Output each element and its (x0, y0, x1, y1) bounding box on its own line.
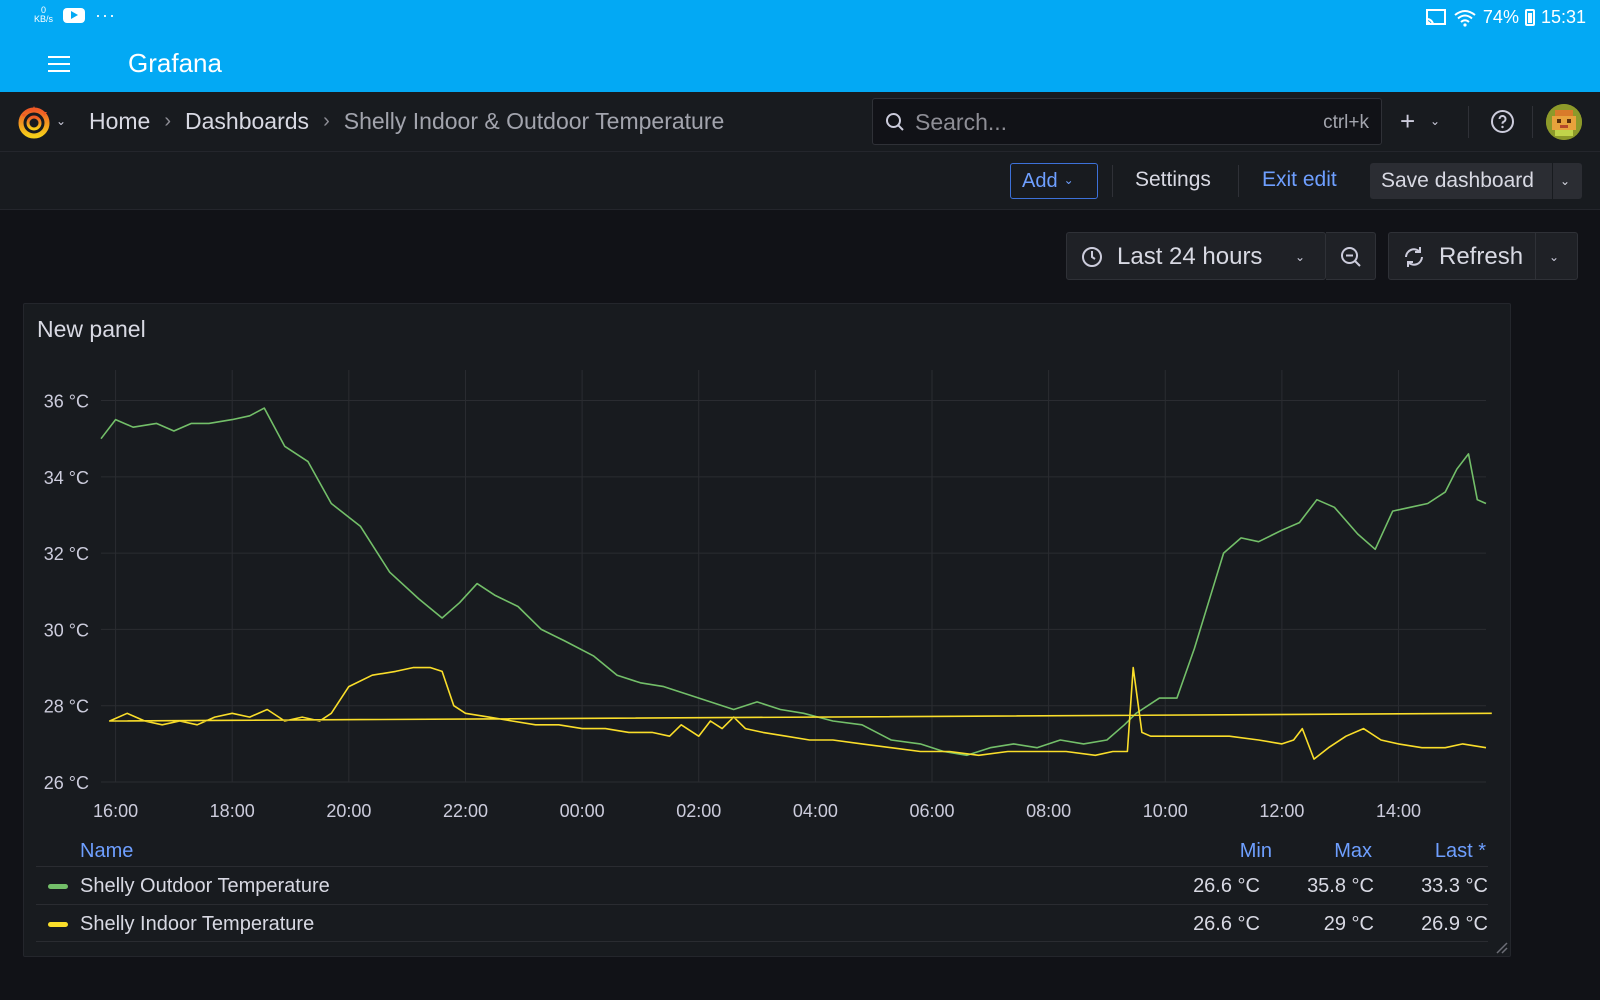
breadcrumb-current: Shelly Indoor & Outdoor Temperature (343, 108, 725, 134)
legend-header-min[interactable]: Min (1239, 840, 1272, 862)
legend-swatch (48, 884, 68, 889)
x-tick-label: 18:00 (210, 801, 255, 821)
save-dashboard-button[interactable]: Save dashboard ⌄ (1370, 163, 1582, 199)
x-tick-label: 08:00 (1026, 801, 1071, 821)
panel[interactable]: New panel 26 °C 28 °C 30 °C 32 °C 34 °C 36 °C… (23, 303, 1511, 957)
avatar[interactable] (1546, 104, 1582, 140)
y-tick-label: 36 °C (44, 392, 89, 412)
x-tick-label: 16:00 (93, 801, 138, 821)
x-tick-label: 10:00 (1143, 801, 1188, 821)
legend-min: 26.6 °C (1193, 875, 1260, 897)
legend-max: 35.8 °C (1307, 875, 1374, 897)
app-bar: Grafana (0, 36, 1600, 92)
clock: 15:31 (1540, 7, 1586, 27)
y-tick-label: 34 °C (44, 468, 89, 488)
chevron-down-icon[interactable]: ⌄ (1560, 174, 1571, 188)
clock-icon (1082, 247, 1102, 267)
legend-max: 29 °C (1323, 913, 1374, 935)
x-tick-label: 14:00 (1376, 801, 1421, 821)
chevron-down-icon: ⌄ (1295, 250, 1306, 264)
x-tick-label: 02:00 (676, 801, 721, 821)
x-tick-label: 04:00 (793, 801, 838, 821)
legend-min: 26.6 °C (1193, 913, 1260, 935)
chevron-down-icon[interactable]: ⌄ (1430, 114, 1441, 128)
network-speed: 0 KB/s (34, 5, 54, 24)
exit-edit-button[interactable]: Exit edit (1262, 168, 1337, 191)
x-tick-label: 06:00 (909, 801, 954, 821)
y-tick-label: 26 °C (44, 773, 89, 793)
legend-series-name: Shelly Outdoor Temperature (80, 875, 330, 897)
cast-icon (1425, 8, 1446, 25)
breadcrumb-dashboards[interactable]: Dashboards (185, 108, 310, 134)
x-tick-label: 20:00 (326, 801, 371, 821)
battery-icon (1524, 9, 1535, 26)
refresh-label: Refresh (1439, 243, 1524, 270)
add-button[interactable]: Add ⌄ (1010, 163, 1098, 199)
chevron-right-icon: › (164, 110, 172, 132)
edit-toolbar: Add ⌄ Settings Exit edit Save dashboard ⌄ (0, 152, 1600, 210)
time-range-label: Last 24 hours (1117, 243, 1263, 270)
divider (1468, 106, 1469, 138)
wifi-icon (1454, 9, 1476, 27)
search-placeholder: Search... (915, 109, 1008, 135)
legend-header-name[interactable]: Name (80, 840, 134, 862)
divider (1532, 106, 1533, 138)
x-tick-label: 22:00 (443, 801, 488, 821)
chevron-right-icon: › (323, 110, 330, 132)
time-series-chart[interactable]: 26 °C 28 °C 30 °C 32 °C 34 °C 36 °C 16:00 18:00… (24, 304, 1512, 834)
legend-row-indoor[interactable]: Shelly Indoor Temperature 26.6 °C 29 °C … (36, 904, 1488, 942)
save-dashboard-label: Save dashboard (1381, 169, 1534, 192)
search-input[interactable]: Search... ctrl+k (872, 98, 1382, 145)
youtube-icon (63, 7, 86, 23)
x-tick-label: 12:00 (1259, 801, 1304, 821)
breadcrumb-home[interactable]: Home (89, 108, 151, 134)
help-icon[interactable] (1490, 109, 1515, 134)
divider (1112, 165, 1113, 197)
breadcrumb: Home › Dashboards › Shelly Indoor & Outd… (89, 108, 724, 135)
divider (1552, 163, 1553, 199)
status-bar: 0 KB/s ··· 74% 15:31 (0, 0, 1600, 36)
legend-swatch (48, 922, 68, 927)
refresh-button[interactable]: Refresh ⌄ (1388, 232, 1578, 280)
series-line-shelly-outdoor-temperature (100, 407, 1487, 757)
legend-header-last[interactable]: Last * (1434, 840, 1486, 862)
panel-title: New panel (37, 316, 146, 342)
legend-series-name: Shelly Indoor Temperature (80, 913, 315, 935)
search-icon (886, 113, 904, 131)
divider (1535, 233, 1536, 279)
settings-button[interactable]: Settings (1135, 168, 1211, 191)
divider (1238, 165, 1239, 197)
y-tick-label: 32 °C (44, 544, 89, 564)
refresh-icon (1405, 247, 1423, 267)
legend-row-outdoor[interactable]: Shelly Outdoor Temperature 26.6 °C 35.8 … (36, 866, 1488, 904)
time-range-picker[interactable]: Last 24 hours ⌄ (1066, 232, 1326, 280)
search-shortcut: ctrl+k (1323, 112, 1369, 133)
grafana-logo-icon[interactable] (16, 104, 52, 140)
chevron-down-icon[interactable]: ⌄ (56, 114, 67, 128)
resize-handle-icon[interactable] (1494, 940, 1508, 954)
new-icon[interactable]: + (1400, 106, 1416, 136)
legend-header: Name Min Max Last * (24, 836, 1512, 870)
app-title: Grafana (128, 48, 222, 78)
y-tick-label: 30 °C (44, 620, 89, 640)
legend-last: 26.9 °C (1421, 913, 1488, 935)
menu-icon[interactable] (48, 56, 70, 72)
zoom-out-button[interactable] (1326, 232, 1376, 280)
chevron-down-icon: ⌄ (1063, 173, 1074, 187)
legend-last: 33.3 °C (1421, 875, 1488, 897)
top-nav: ⌄ Home › Dashboards › Shelly Indoor & Ou… (0, 92, 1600, 152)
refresh-interval-chevron[interactable]: ⌄ (1549, 250, 1560, 264)
series-line-shelly-indoor-temperature (108, 666, 1492, 760)
legend-header-max[interactable]: Max (1334, 840, 1372, 862)
x-tick-label: 00:00 (560, 801, 605, 821)
overflow-dots: ··· (95, 5, 116, 25)
battery-percent: 74% (1482, 7, 1519, 27)
zoom-out-icon (1341, 247, 1361, 267)
y-tick-label: 28 °C (44, 697, 89, 717)
